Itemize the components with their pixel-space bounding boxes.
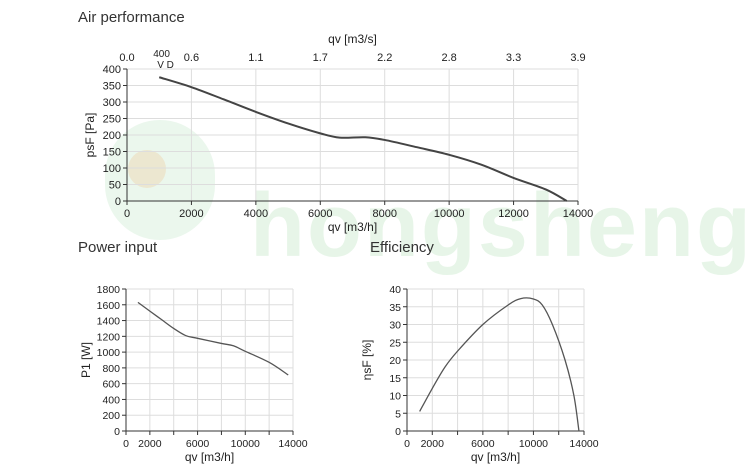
y-tick-label: 1800 [97,284,121,296]
x-tick-label: 14000 [278,438,307,450]
top-x-tick-label: 0.0 [119,52,134,64]
x-tick-label: 10000 [519,438,548,450]
x-tick-label: 6000 [308,208,332,220]
y-tick-label: 1600 [97,300,121,312]
logo-watermark-text: hongsheng [250,176,750,276]
y-tick-label: 600 [102,379,120,391]
series-line-pressure [158,76,568,202]
y-tick-label: 350 [103,81,121,93]
y-tick-label: 30 [389,320,401,332]
x-tick-label: 2000 [179,208,203,220]
y-tick-label: 100 [103,163,121,175]
series-line-power [137,301,289,376]
y-tick-label: 200 [102,410,120,422]
top-x-tick-label: 2.8 [441,52,456,64]
chart-title-power-input: Power input [78,239,158,256]
y-tick-label: 300 [103,97,121,109]
x-tick-label: 10000 [434,208,465,220]
y-tick-label: 400 [103,64,121,76]
series-line-efficiency [419,297,580,432]
y-axis-label: psF [Pa] [83,113,97,158]
y-tick-label: 1200 [97,331,121,343]
x-tick-label: 0 [124,208,130,220]
y-tick-label: 40 [389,284,401,296]
y-tick-label: 1000 [97,347,121,359]
y-tick-label: 800 [102,363,120,375]
y-axis-label: P1 [W] [79,342,93,378]
y-tick-label: 250 [103,114,121,126]
y-tick-label: 200 [103,130,121,142]
x-tick-label: 2000 [138,438,162,450]
top-x-tick-label: 0.6 [184,52,199,64]
top-x-tick-label: 1.7 [313,52,328,64]
x-tick-label: 0 [404,438,410,450]
x-tick-label: 14000 [569,438,598,450]
y-tick-label: 0 [395,426,401,438]
y-tick-label: 20 [389,355,401,367]
x-tick-label: 0 [123,438,129,450]
x-axis-label: qv [m3/h] [328,220,377,234]
curve-annotation-speed: 400 [153,49,170,60]
y-tick-label: 150 [103,147,121,159]
x-tick-label: 12000 [498,208,529,220]
y-tick-label: 0 [114,426,120,438]
y-tick-label: 15 [389,373,401,385]
x-tick-label: 6000 [186,438,210,450]
y-tick-label: 5 [395,408,401,420]
chart-title-air-performance: Air performance [78,9,185,26]
logo-watermark-sun [128,150,166,188]
top-x-tick-label: 1.1 [248,52,263,64]
x-tick-label: 2000 [421,438,445,450]
x-tick-label: 6000 [471,438,495,450]
y-axis-label: ηsF [%] [360,340,374,381]
x-axis-label: qv [m3/h] [471,450,520,464]
y-tick-label: 1400 [97,316,121,328]
top-x-tick-label: 3.3 [506,52,521,64]
x-axis-label: qv [m3/h] [185,450,234,464]
chart-title-efficiency: Efficiency [370,239,434,256]
x-tick-label: 14000 [563,208,594,220]
y-tick-label: 400 [102,394,120,406]
y-tick-label: 0 [115,196,121,208]
top-x-axis-label: qv [m3/s] [328,32,377,46]
top-x-tick-label: 2.2 [377,52,392,64]
curve-annotation-label: V D [157,60,174,71]
y-tick-label: 10 [389,391,401,403]
x-tick-label: 4000 [244,208,268,220]
y-tick-label: 25 [389,337,401,349]
top-x-tick-label: 3.9 [570,52,585,64]
x-tick-label: 10000 [231,438,260,450]
x-tick-label: 8000 [372,208,396,220]
y-tick-label: 35 [389,302,401,314]
logo-watermark-disc [105,120,215,240]
y-tick-label: 50 [109,180,121,192]
